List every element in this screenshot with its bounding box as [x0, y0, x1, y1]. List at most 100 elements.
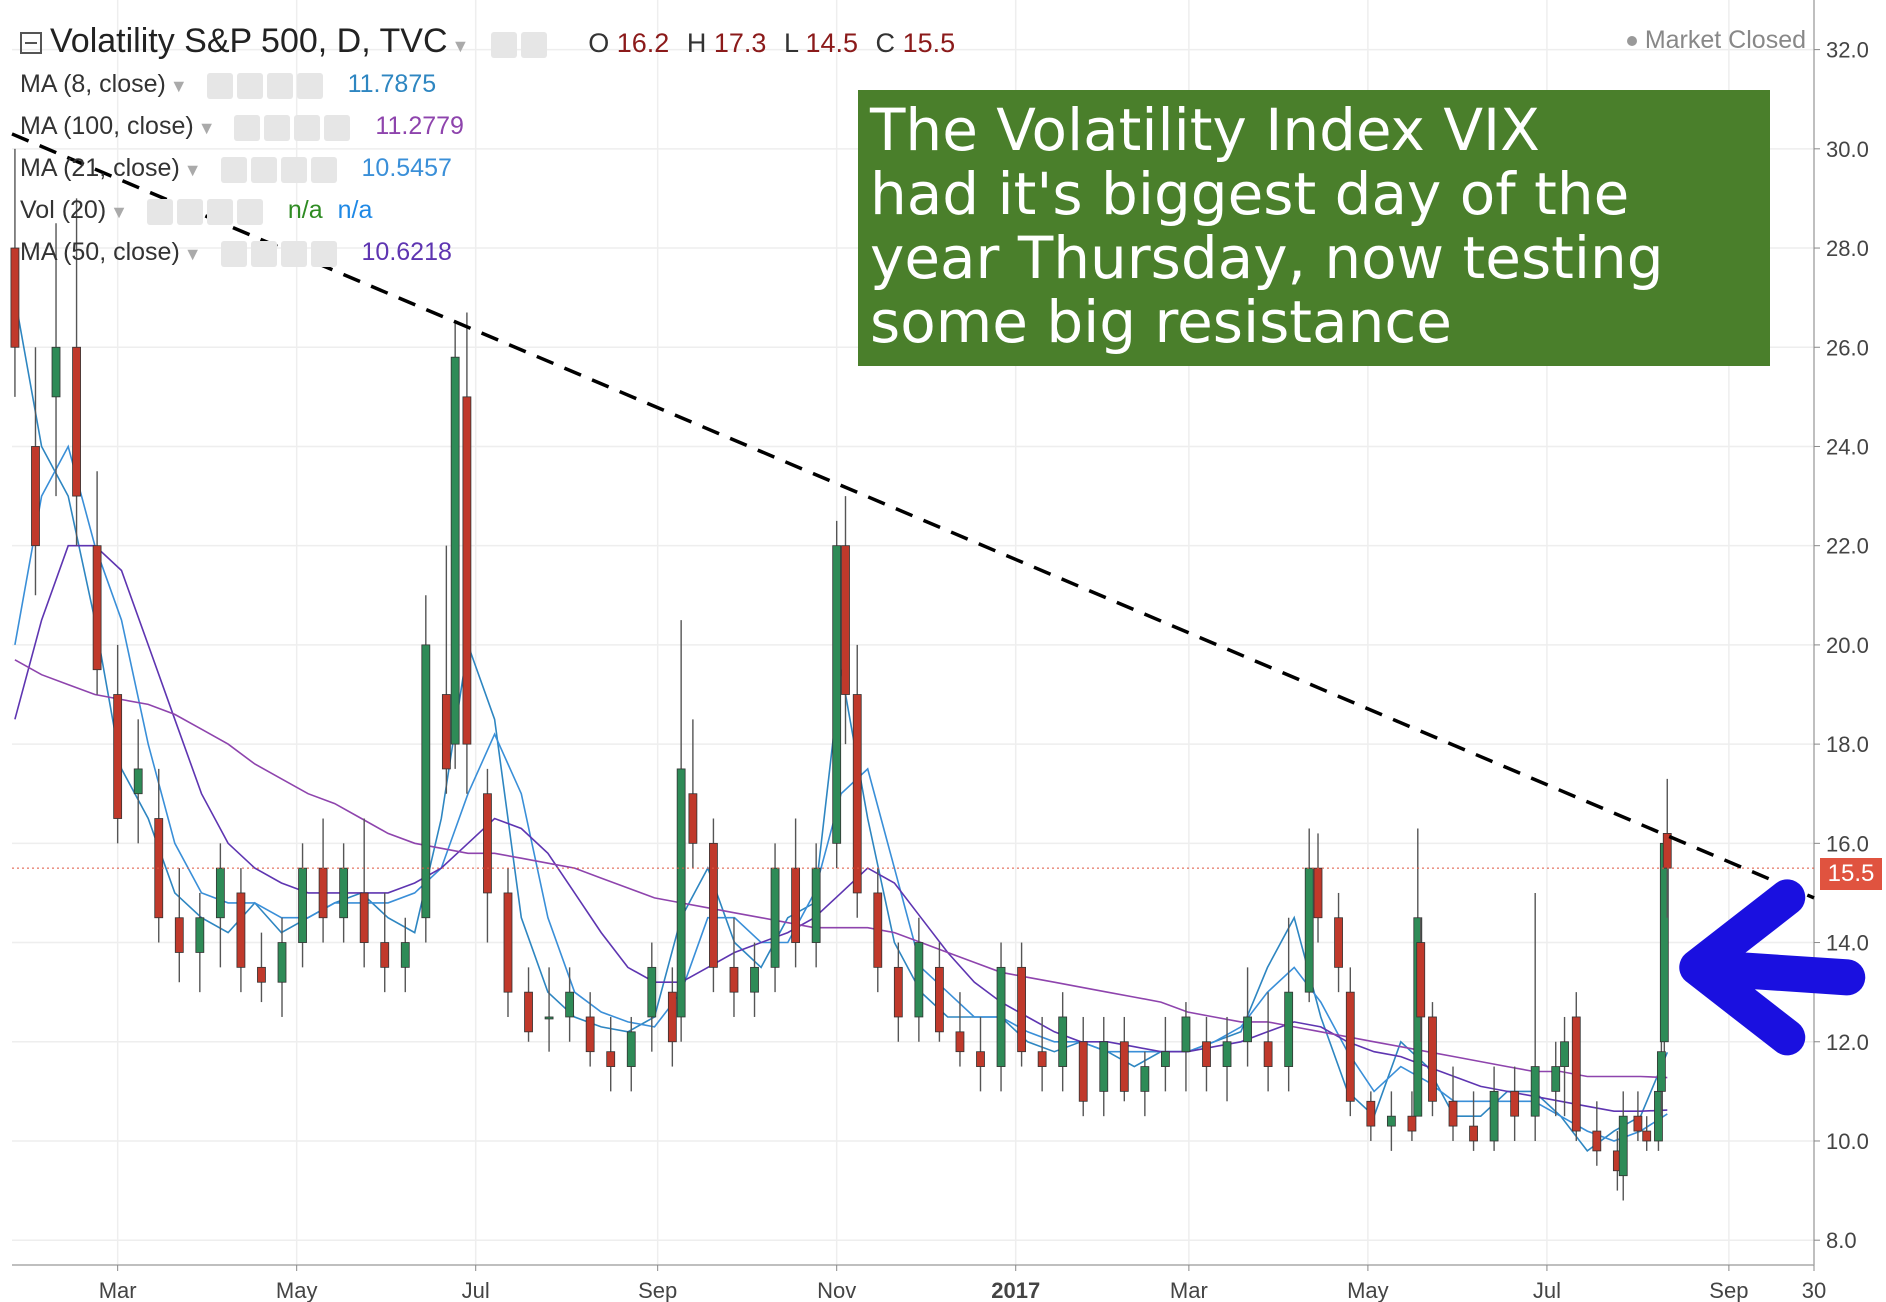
candle-body — [1489, 1090, 1499, 1142]
close-icon[interactable] — [296, 73, 323, 100]
candle-body — [113, 694, 123, 819]
plus-icon[interactable] — [266, 73, 293, 100]
time-tick-label: 2017 — [991, 1278, 1040, 1302]
candle-body — [955, 1031, 965, 1053]
candle-body — [1345, 991, 1355, 1102]
candle-body — [1560, 1041, 1569, 1067]
candle-body — [1448, 1100, 1458, 1127]
candle-body — [483, 793, 492, 894]
candle-body — [1469, 1125, 1478, 1142]
time-tick-label: Mar — [99, 1278, 137, 1302]
candle-body — [1407, 1115, 1417, 1132]
status-dot-icon — [1626, 36, 1637, 47]
indicator-value: 10.6218 — [361, 238, 452, 266]
open-value: 16.2 — [616, 28, 670, 58]
chevron-down-icon[interactable]: ▼ — [110, 202, 128, 222]
gear-icon[interactable] — [250, 157, 277, 184]
candle-body — [10, 247, 20, 348]
close-icon[interactable] — [324, 115, 351, 142]
candle-body — [51, 346, 61, 398]
close-value: 15.5 — [902, 28, 956, 58]
indicator-label[interactable]: Vol (20) — [20, 196, 107, 224]
indicator-controls[interactable] — [220, 155, 341, 184]
candle-body — [750, 966, 759, 993]
candle-body — [1551, 1066, 1561, 1092]
collapse-icon[interactable] — [20, 32, 42, 55]
indicator-ma100[interactable]: MA (100, close) ▼ 11.2779 — [20, 112, 464, 142]
series-controls[interactable] — [490, 24, 551, 63]
chevron-down-icon[interactable]: ▼ — [183, 244, 202, 264]
candle-body — [832, 545, 842, 844]
candle-body — [195, 917, 205, 953]
candle-body — [1017, 966, 1026, 1053]
indicator-ma50[interactable]: MA (50, close) ▼ 10.6218 — [20, 238, 452, 268]
high-value: 17.3 — [713, 28, 767, 58]
plus-icon[interactable] — [280, 157, 307, 184]
indicator-value: 11.7875 — [347, 70, 437, 98]
candle-body — [1366, 1100, 1376, 1127]
indicator-controls[interactable] — [220, 239, 341, 268]
close-icon[interactable] — [310, 157, 337, 184]
plus-icon[interactable] — [280, 241, 307, 268]
time-tick-label: Jul — [1533, 1278, 1561, 1302]
plus-icon[interactable] — [294, 115, 321, 142]
candle-body — [257, 966, 266, 983]
indicator-controls[interactable] — [146, 197, 267, 226]
gear-icon[interactable] — [250, 241, 277, 268]
open-label: O — [588, 28, 610, 58]
indicator-controls[interactable] — [234, 113, 354, 142]
eye-icon[interactable] — [234, 115, 261, 142]
candle-body — [729, 966, 739, 993]
gear-icon[interactable] — [236, 73, 263, 100]
chevron-down-icon[interactable]: ▼ — [451, 36, 470, 56]
price-tick-label: 26.0 — [1826, 335, 1869, 360]
indicator-label[interactable]: MA (50, close) — [20, 238, 180, 266]
candle-body — [1592, 1130, 1602, 1152]
candle-body — [893, 966, 903, 1018]
indicator-controls[interactable] — [206, 71, 327, 100]
candle-body — [852, 694, 862, 894]
indicator-label[interactable]: MA (100, close) — [20, 112, 194, 140]
candle-body — [359, 892, 369, 943]
gear-icon[interactable] — [520, 31, 547, 58]
eye-icon[interactable] — [146, 199, 173, 226]
time-tick-label: Sep — [1709, 1278, 1748, 1302]
indicator-vol20[interactable]: Vol (20) ▼ n/a n/a — [20, 196, 372, 226]
eye-icon[interactable] — [220, 157, 247, 184]
close-icon[interactable] — [236, 199, 263, 226]
eye-icon[interactable] — [220, 241, 247, 268]
moving-average-line — [14, 659, 1668, 1079]
eye-icon[interactable] — [206, 73, 233, 100]
close-label: C — [875, 28, 896, 58]
candle-body — [441, 694, 451, 770]
gear-icon[interactable] — [176, 199, 203, 226]
close-icon[interactable] — [310, 241, 337, 268]
candle-body — [770, 867, 780, 968]
chevron-down-icon[interactable]: ▼ — [183, 160, 202, 180]
blue-arrow-icon — [1679, 879, 1866, 1056]
candle-body — [236, 892, 246, 968]
time-tick-label: Nov — [817, 1278, 856, 1302]
candle-body — [1037, 1051, 1047, 1067]
indicator-ma8[interactable]: MA (8, close) ▼ 11.7875 — [20, 70, 436, 100]
candle-body — [421, 644, 431, 919]
annotation-line-4: some big resistance — [870, 288, 1452, 356]
indicator-label[interactable]: MA (21, close) — [20, 154, 180, 182]
candle-body — [1571, 1016, 1581, 1132]
indicator-label[interactable]: MA (8, close) — [20, 70, 166, 98]
candle-body — [215, 867, 225, 919]
indicator-ma21[interactable]: MA (21, close) ▼ 10.5457 — [20, 154, 452, 184]
market-status-text: Market Closed — [1644, 26, 1806, 54]
chevron-down-icon[interactable]: ▼ — [197, 118, 216, 138]
candle-body — [1510, 1090, 1520, 1117]
annotation-callout: The Volatility Index VIX had it's bigges… — [858, 90, 1770, 366]
candle-body — [72, 346, 81, 497]
gear-icon[interactable] — [264, 115, 291, 142]
candle-body — [811, 867, 821, 943]
eye-icon[interactable] — [490, 31, 517, 58]
candle-body — [544, 1016, 554, 1020]
chevron-down-icon[interactable]: ▼ — [169, 76, 188, 96]
plus-icon[interactable] — [206, 199, 233, 226]
symbol-title[interactable]: Volatility S&P 500, D, TVC — [50, 22, 448, 60]
